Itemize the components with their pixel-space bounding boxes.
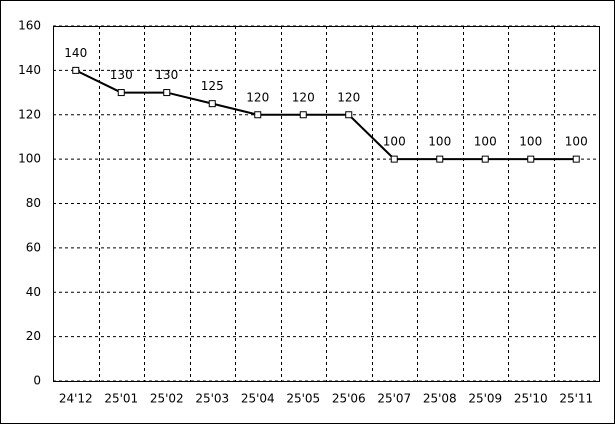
x-tick-label: 25'07 (377, 392, 411, 406)
x-tick-label: 25'08 (423, 392, 457, 406)
data-label: 100 (383, 135, 406, 149)
y-tick-label: 160 (18, 19, 41, 33)
data-label: 100 (565, 135, 588, 149)
data-label: 140 (64, 46, 87, 60)
marker (72, 66, 80, 74)
marker (527, 155, 535, 163)
data-label: 130 (155, 68, 178, 82)
x-tick-label: 25'03 (195, 392, 229, 406)
marker (390, 155, 398, 163)
data-label: 120 (292, 90, 315, 104)
x-tick-label: 24'12 (59, 392, 93, 406)
y-tick-label: 40 (26, 285, 41, 299)
marker (572, 155, 580, 163)
x-tick-label: 25'05 (286, 392, 320, 406)
y-tick-label: 20 (26, 329, 41, 343)
x-tick-label: 25'06 (332, 392, 366, 406)
y-tick-label: 120 (18, 107, 41, 121)
marker (436, 155, 444, 163)
x-tick-label: 25'04 (241, 392, 275, 406)
data-label: 100 (428, 135, 451, 149)
x-tick-label: 25'09 (468, 392, 502, 406)
plot-area (53, 26, 600, 382)
x-tick-label: 25'10 (514, 392, 548, 406)
marker (254, 111, 262, 119)
y-tick-label: 80 (26, 196, 41, 210)
data-label: 120 (246, 90, 269, 104)
line (75, 69, 577, 161)
marker (163, 89, 171, 97)
data-label: 100 (519, 135, 542, 149)
y-tick-label: 100 (18, 152, 41, 166)
data-label: 125 (201, 79, 224, 93)
x-tick-label: 25'02 (150, 392, 184, 406)
marker (117, 89, 125, 97)
x-tick-label: 25'11 (559, 392, 593, 406)
marker (208, 100, 216, 108)
marker (481, 155, 489, 163)
marker (299, 111, 307, 119)
data-label: 130 (110, 68, 133, 82)
x-tick-label: 25'01 (104, 392, 138, 406)
data-label: 120 (337, 90, 360, 104)
marker (345, 111, 353, 119)
y-tick-label: 60 (26, 240, 41, 254)
data-label: 100 (474, 135, 497, 149)
y-tick-label: 140 (18, 63, 41, 77)
y-tick-label: 0 (33, 374, 41, 388)
